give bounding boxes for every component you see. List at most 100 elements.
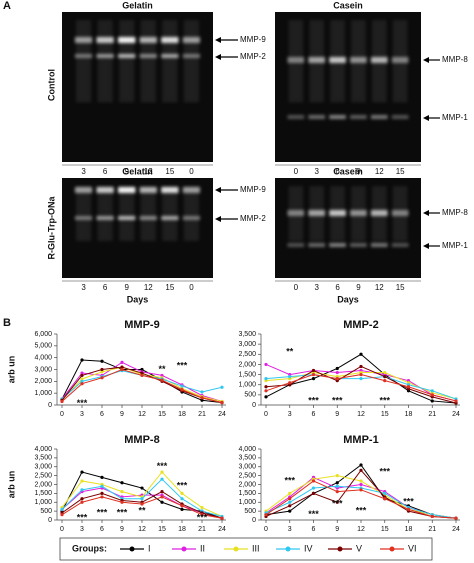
legend-label: IV	[304, 543, 313, 553]
data-point	[359, 372, 363, 377]
y-tick-label: 2,000	[34, 481, 52, 488]
x-tick-label: 12	[357, 411, 365, 418]
x-tick-label: 0	[60, 411, 64, 418]
data-point	[264, 389, 268, 393]
gel-band	[308, 115, 326, 119]
y-tick-label: 2,500	[34, 472, 52, 479]
data-point	[430, 393, 434, 397]
y-axis-label: arb un	[6, 356, 16, 384]
x-tick-label: 12	[138, 411, 146, 418]
x-tick-label: 3	[288, 411, 292, 418]
lane-label: 0	[294, 167, 299, 176]
y-tick-label: 1,500	[238, 371, 256, 378]
data-point	[406, 385, 411, 389]
data-point	[359, 468, 363, 472]
data-point	[335, 377, 339, 381]
y-tick-label: 1,500	[238, 490, 256, 497]
data-point	[100, 370, 104, 374]
data-point	[60, 507, 64, 511]
significance-label: **	[286, 347, 294, 357]
x-tick-label: 15	[158, 526, 166, 533]
x-tick-label: 3	[80, 411, 84, 418]
legend-marker	[129, 546, 135, 552]
data-point	[180, 491, 184, 495]
band-label: MMP-9	[240, 35, 266, 44]
significance-label: **	[138, 506, 146, 516]
data-point	[200, 505, 204, 510]
gel-band	[329, 243, 346, 247]
data-point	[311, 368, 316, 373]
x-tick-label: 0	[264, 411, 268, 418]
y-tick-label: 3,500	[238, 455, 256, 462]
lane-label: 12	[144, 167, 153, 176]
data-point	[80, 479, 84, 483]
data-point	[100, 495, 104, 499]
arrow-head	[423, 210, 429, 216]
data-point	[220, 516, 224, 520]
gel-smear	[330, 20, 345, 103]
data-point	[288, 504, 292, 508]
x-tick-label: 18	[178, 526, 186, 533]
data-point	[100, 491, 104, 495]
lane-label: 9	[356, 283, 361, 292]
gel-smear	[392, 186, 408, 241]
y-tick-label: 6,000	[34, 331, 52, 338]
data-point	[180, 384, 184, 388]
x-tick-label: 15	[381, 526, 389, 533]
legend-label: III	[252, 543, 260, 553]
x-tick-label: 18	[178, 411, 186, 418]
significance-label: ***	[379, 466, 390, 476]
y-tick-label: 4,000	[34, 446, 52, 453]
data-point	[80, 371, 84, 375]
row-label: Control	[46, 69, 56, 101]
arrow-head	[215, 54, 221, 60]
data-point	[80, 497, 84, 501]
data-point	[288, 375, 292, 379]
data-point	[100, 367, 104, 372]
data-point	[200, 396, 204, 400]
lane-label: 6	[335, 283, 340, 292]
significance-label: ***	[332, 498, 343, 508]
lane-label: 12	[144, 283, 153, 292]
band-label: MMP-8	[442, 208, 468, 217]
data-point	[160, 470, 164, 474]
data-point	[140, 367, 144, 372]
data-point	[359, 488, 363, 492]
y-tick-label: 0	[48, 517, 52, 524]
data-point	[383, 379, 387, 383]
x-tick-label: 6	[312, 411, 316, 418]
x-tick-label: 24	[452, 526, 460, 533]
data-point	[160, 477, 164, 481]
data-point	[180, 497, 184, 501]
gel-smear	[371, 186, 387, 241]
data-point	[140, 373, 144, 378]
data-point	[288, 381, 292, 385]
data-point	[383, 370, 387, 375]
y-tick-label: 2,000	[238, 481, 256, 488]
data-point	[311, 377, 316, 381]
legend-label: VI	[408, 543, 417, 553]
data-point	[140, 486, 144, 490]
data-point	[430, 514, 434, 519]
data-point	[335, 370, 339, 375]
data-point	[120, 500, 124, 504]
data-point	[264, 362, 268, 367]
significance-label: ***	[77, 398, 88, 408]
y-tick-label: 3,500	[238, 331, 256, 338]
legend-label: I	[148, 543, 151, 553]
x-tick-label: 15	[381, 411, 389, 418]
gel-xlabel: Days	[337, 294, 359, 304]
lane-label: 0	[189, 283, 194, 292]
chart-title: MMP-2	[343, 319, 378, 331]
x-tick-label: 21	[428, 411, 436, 418]
data-point	[406, 507, 411, 511]
x-tick-label: 6	[100, 526, 104, 533]
y-tick-label: 4,000	[34, 355, 52, 362]
significance-label: ***	[332, 395, 343, 405]
data-point	[288, 491, 292, 495]
y-tick-label: 2,000	[34, 378, 52, 385]
gel-smear	[309, 186, 325, 241]
data-point	[335, 490, 339, 494]
data-point	[120, 481, 124, 485]
arrow-head	[215, 216, 221, 222]
